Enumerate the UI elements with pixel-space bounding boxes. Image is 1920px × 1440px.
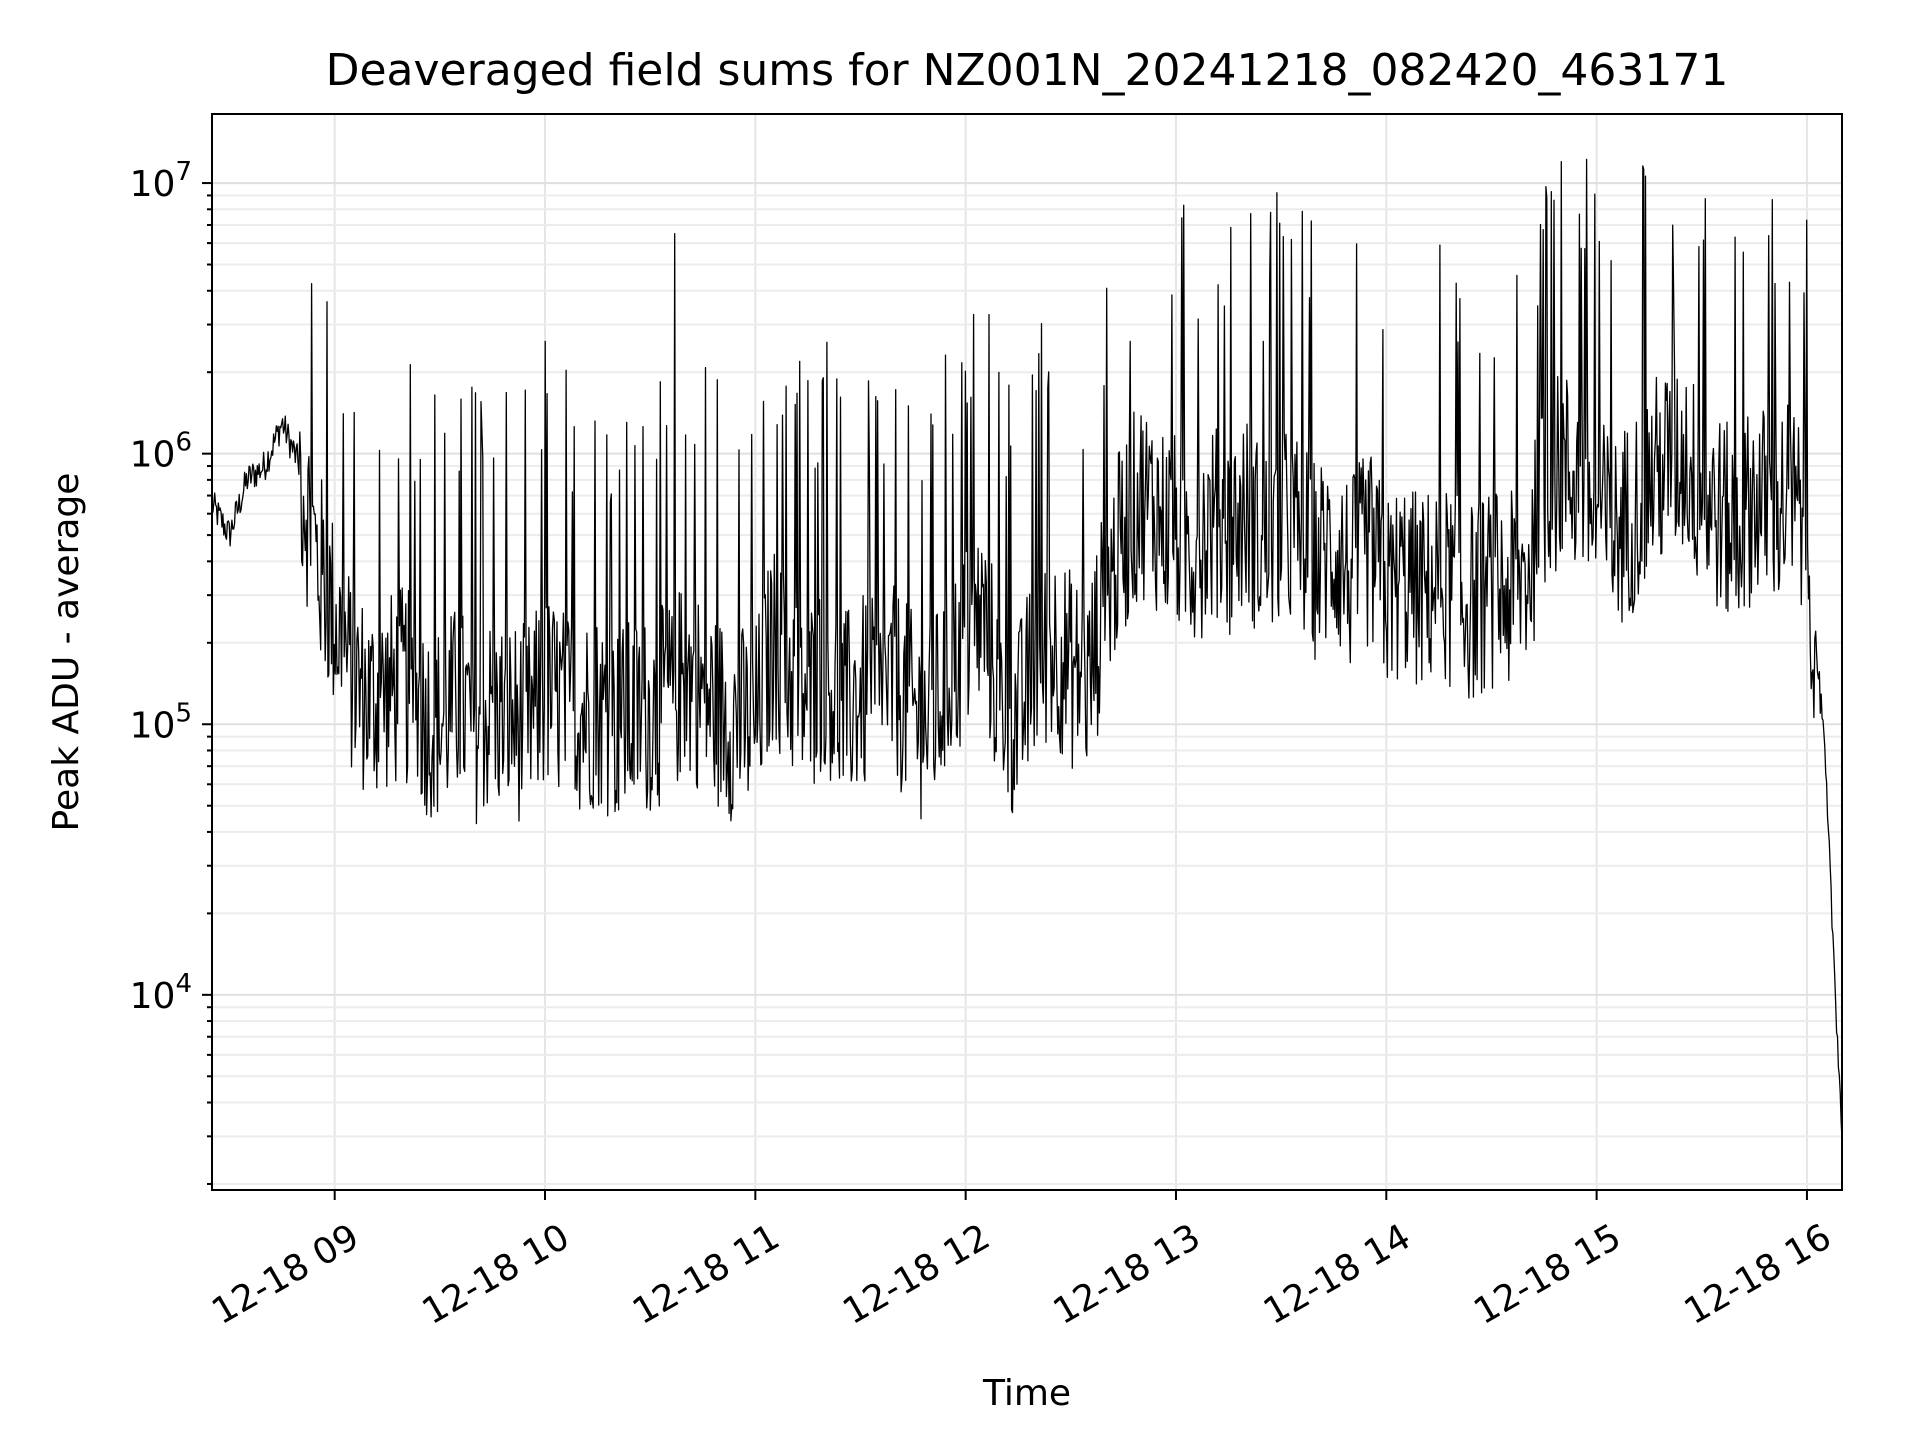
grid xyxy=(212,114,1842,1190)
y-tick-base: 10 xyxy=(130,705,176,746)
y-tick-exponent: 6 xyxy=(175,428,192,458)
y-tick-label: 104 xyxy=(130,969,192,1017)
y-tick-exponent: 4 xyxy=(175,969,192,999)
y-tick-exponent: 7 xyxy=(175,157,192,187)
series-line xyxy=(211,158,1843,1141)
plot-frame xyxy=(211,113,1843,1191)
y-tick-label: 105 xyxy=(130,698,192,746)
chart-title: Deaveraged field sums for NZ001N_2024121… xyxy=(326,45,1729,96)
y-tick-exponent: 5 xyxy=(175,698,192,728)
y-tick-base: 10 xyxy=(130,435,176,476)
y-tick-label: 107 xyxy=(130,157,192,205)
y-axis-label: Peak ADU - average xyxy=(46,473,87,832)
data-series xyxy=(211,158,1843,1141)
y-tick-base: 10 xyxy=(130,164,176,205)
y-tick-base: 10 xyxy=(130,976,176,1017)
x-axis-label: Time xyxy=(982,1373,1071,1414)
axis-ticks xyxy=(202,182,1808,1200)
y-tick-label: 106 xyxy=(130,428,192,476)
